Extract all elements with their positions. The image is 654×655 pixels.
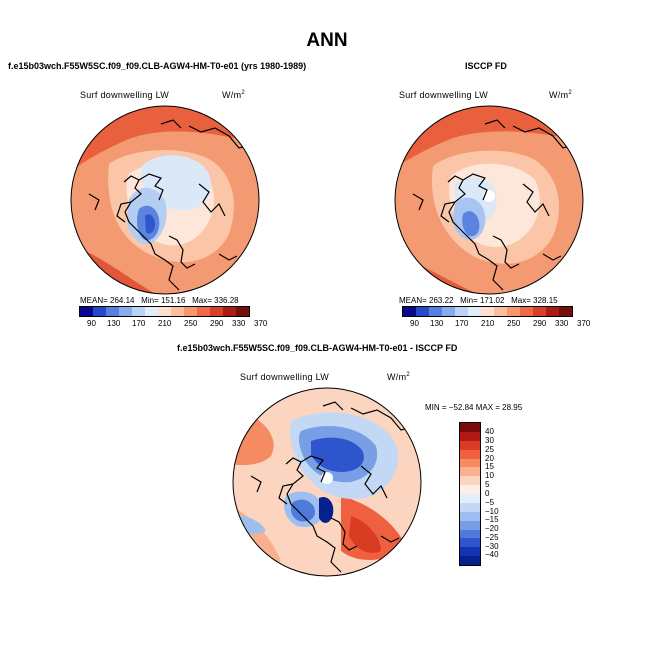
panel-1-colorbar-tick: 290 [210, 319, 224, 328]
diff-polar-map [232, 387, 422, 577]
colorbar-swatch [80, 307, 93, 316]
panel-1-case-title: f.e15b03wch.F55W5SC.f09_f09.CLB-AGW4-HM-… [8, 61, 307, 71]
colorbar-swatch [184, 307, 197, 316]
diff-colorbar [459, 422, 481, 566]
diff-colorbar-labels: 40 30 25 20 15 10 5 0 −5 −10 −15 −20 −25… [485, 423, 515, 565]
panel-2-colorbar-tick: 290 [533, 319, 547, 328]
diff-colorbar-tick: 30 [485, 436, 494, 445]
colorbar-swatch [460, 556, 480, 565]
diff-colorbar-tick: −15 [485, 515, 499, 524]
colorbar-swatch [171, 307, 184, 316]
panel-1-polar-map [70, 105, 260, 295]
panel-1-colorbar [79, 306, 250, 317]
panel-1-colorbar-ticks: 90 130 170 210 250 290 330 370 [80, 319, 267, 329]
colorbar-swatch [559, 307, 572, 316]
panel-2-units: W/m2 [549, 90, 573, 100]
diff-colorbar-tick: 40 [485, 427, 494, 436]
colorbar-swatch [460, 520, 480, 530]
diff-colorbar-tick: −20 [485, 524, 499, 533]
colorbar-swatch [210, 307, 223, 316]
diff-case-title: f.e15b03wch.F55W5SC.f09_f09.CLB-AGW4-HM-… [177, 343, 458, 353]
colorbar-swatch [460, 440, 480, 450]
diff-colorbar-tick: −40 [485, 550, 499, 559]
colorbar-swatch [197, 307, 210, 316]
colorbar-swatch [223, 307, 236, 316]
colorbar-swatch [119, 307, 132, 316]
colorbar-swatch [403, 307, 416, 316]
diff-colorbar-tick: 5 [485, 480, 490, 489]
colorbar-swatch [460, 449, 480, 459]
colorbar-swatch [507, 307, 520, 316]
colorbar-swatch [460, 494, 480, 503]
panel-1-colorbar-tick: 130 [107, 319, 121, 328]
colorbar-swatch [460, 476, 480, 486]
panel-2-colorbar-tick: 130 [430, 319, 444, 328]
diff-colorbar-tick: 0 [485, 489, 490, 498]
panel-2-colorbar-ticks: 90 130 170 210 250 290 330 370 [403, 319, 590, 329]
panel-2-polar-map [394, 105, 584, 295]
panel-2-colorbar-tick: 170 [455, 319, 469, 328]
diff-min-max: MIN = −52.84 MAX = 28.95 [425, 403, 523, 412]
panel-1-variable-label: Surf downwelling LW [80, 90, 170, 100]
colorbar-swatch [455, 307, 468, 316]
colorbar-swatch [460, 431, 480, 441]
panel-2-colorbar-tick: 250 [507, 319, 521, 328]
diff-colorbar-tick: 15 [485, 462, 494, 471]
panel-1-colorbar-tick: 250 [184, 319, 198, 328]
panel-1-units: W/m2 [222, 90, 246, 100]
colorbar-swatch [460, 423, 480, 432]
panel-1-colorbar-tick: 210 [158, 319, 172, 328]
colorbar-swatch [460, 458, 480, 468]
panel-2-case-title: ISCCP FD [465, 61, 507, 71]
colorbar-swatch [236, 307, 249, 316]
colorbar-swatch [106, 307, 119, 316]
diff-colorbar-tick: −5 [485, 498, 495, 507]
panel-1-colorbar-tick: 370 [254, 319, 268, 328]
colorbar-swatch [533, 307, 546, 316]
panel-2-stats: MEAN= 263.22 Min= 171.02 Max= 328.15 [399, 296, 558, 305]
colorbar-swatch [546, 307, 559, 316]
colorbar-swatch [429, 307, 442, 316]
diff-variable-label: Surf downwelling LW [240, 372, 330, 382]
panel-2-colorbar-tick: 210 [481, 319, 495, 328]
colorbar-swatch [158, 307, 171, 316]
diff-colorbar-tick: 10 [485, 471, 494, 480]
panel-2-colorbar-tick: 90 [410, 319, 419, 328]
colorbar-swatch [460, 485, 480, 494]
colorbar-swatch [481, 307, 494, 316]
diff-colorbar-tick: −30 [485, 542, 499, 551]
panel-1-stats: MEAN= 264.14 Min= 151.16 Max= 336.28 [80, 296, 239, 305]
panel-1-colorbar-tick: 170 [132, 319, 146, 328]
colorbar-swatch [132, 307, 145, 316]
panel-1-colorbar-tick: 330 [232, 319, 246, 328]
diff-colorbar-tick: −10 [485, 507, 499, 516]
colorbar-swatch [468, 307, 481, 316]
colorbar-swatch [494, 307, 507, 316]
colorbar-swatch [460, 547, 480, 557]
panel-2-colorbar [402, 306, 573, 317]
panel-1-colorbar-tick: 90 [87, 319, 96, 328]
panel-2-colorbar-tick: 330 [555, 319, 569, 328]
colorbar-swatch [145, 307, 158, 316]
colorbar-swatch [460, 538, 480, 548]
colorbar-swatch [460, 529, 480, 539]
panel-2-colorbar-tick: 370 [577, 319, 591, 328]
panel-2-variable-label: Surf downwelling LW [399, 90, 489, 100]
diff-colorbar-tick: 25 [485, 445, 494, 454]
colorbar-swatch [520, 307, 533, 316]
colorbar-swatch [93, 307, 106, 316]
diff-units: W/m2 [387, 372, 411, 382]
page-title: ANN [306, 30, 348, 51]
colorbar-swatch [460, 502, 480, 512]
diff-colorbar-tick: 20 [485, 454, 494, 463]
colorbar-swatch [460, 467, 480, 477]
colorbar-swatch [442, 307, 455, 316]
diff-colorbar-tick: −25 [485, 533, 499, 542]
colorbar-swatch [460, 511, 480, 521]
colorbar-swatch [416, 307, 429, 316]
